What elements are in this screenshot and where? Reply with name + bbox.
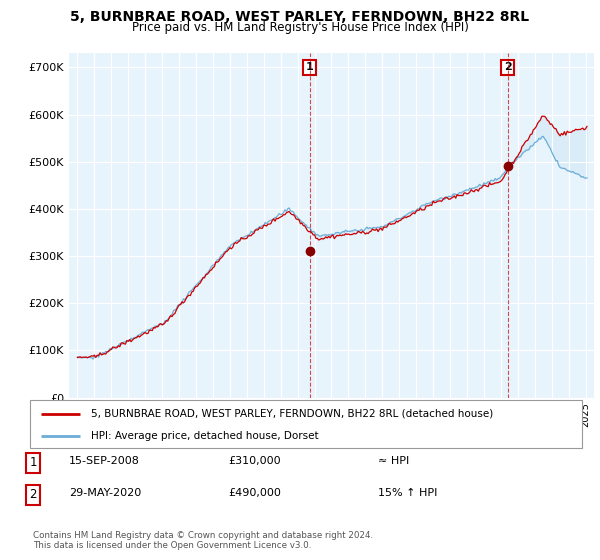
Text: Contains HM Land Registry data © Crown copyright and database right 2024.
This d: Contains HM Land Registry data © Crown c… bbox=[33, 530, 373, 550]
Text: ≈ HPI: ≈ HPI bbox=[378, 456, 409, 466]
Text: 5, BURNBRAE ROAD, WEST PARLEY, FERNDOWN, BH22 8RL: 5, BURNBRAE ROAD, WEST PARLEY, FERNDOWN,… bbox=[70, 10, 530, 24]
Text: 29-MAY-2020: 29-MAY-2020 bbox=[69, 488, 141, 498]
Text: 2: 2 bbox=[29, 488, 37, 501]
Text: 1: 1 bbox=[306, 62, 314, 72]
Text: 15-SEP-2008: 15-SEP-2008 bbox=[69, 456, 140, 466]
Text: £490,000: £490,000 bbox=[228, 488, 281, 498]
Text: HPI: Average price, detached house, Dorset: HPI: Average price, detached house, Dors… bbox=[91, 431, 319, 441]
Text: Price paid vs. HM Land Registry's House Price Index (HPI): Price paid vs. HM Land Registry's House … bbox=[131, 21, 469, 34]
Text: 5, BURNBRAE ROAD, WEST PARLEY, FERNDOWN, BH22 8RL (detached house): 5, BURNBRAE ROAD, WEST PARLEY, FERNDOWN,… bbox=[91, 409, 493, 419]
Text: £310,000: £310,000 bbox=[228, 456, 281, 466]
Text: 1: 1 bbox=[29, 456, 37, 469]
Text: 15% ↑ HPI: 15% ↑ HPI bbox=[378, 488, 437, 498]
Text: 2: 2 bbox=[504, 62, 512, 72]
FancyBboxPatch shape bbox=[30, 400, 582, 448]
